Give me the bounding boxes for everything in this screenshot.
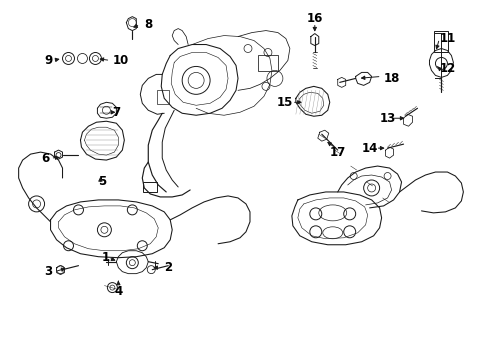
Text: 17: 17 [329, 145, 345, 159]
Text: 11: 11 [438, 32, 455, 45]
Text: 15: 15 [276, 96, 292, 109]
Text: 14: 14 [361, 141, 377, 155]
Text: 9: 9 [44, 54, 53, 67]
Text: 6: 6 [41, 152, 50, 165]
Text: 4: 4 [114, 285, 122, 298]
Text: 2: 2 [164, 261, 172, 274]
Bar [433, 31, 447, 53]
Bar [258, 55, 277, 71]
Text: 5: 5 [98, 175, 106, 189]
Text: 3: 3 [44, 265, 53, 278]
Text: 18: 18 [383, 72, 399, 85]
Text: 12: 12 [438, 62, 455, 75]
Text: 10: 10 [112, 54, 128, 67]
Text: 1: 1 [101, 251, 109, 264]
Bar [143, 182, 157, 192]
Text: 8: 8 [144, 18, 152, 31]
Bar [157, 90, 169, 104]
Text: 16: 16 [306, 12, 323, 25]
Text: 13: 13 [379, 112, 395, 125]
Text: 7: 7 [112, 106, 120, 119]
